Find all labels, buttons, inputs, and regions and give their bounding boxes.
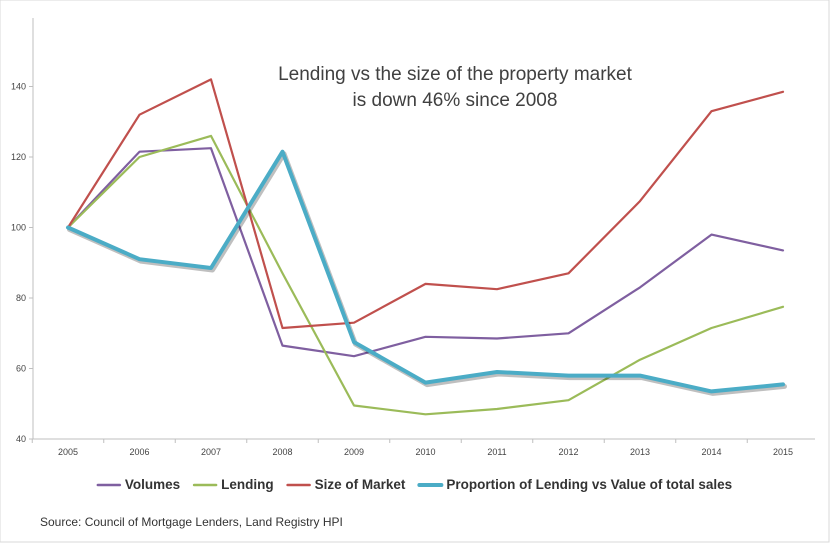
legend: Volumes Lending Size of Market Proportion o… <box>96 477 732 492</box>
legend-item: Lending <box>192 477 274 492</box>
y-tick-label: 60 <box>16 364 26 374</box>
y-tick-label: 80 <box>16 293 26 303</box>
y-tick-label: 40 <box>16 434 26 444</box>
legend-label: Lending <box>221 477 274 492</box>
series-line-volumes <box>66 147 785 358</box>
legend-label: Proportion of Lending vs Value of total … <box>446 477 732 492</box>
legend-label: Size of Market <box>315 477 406 492</box>
y-tick-label: 140 <box>11 82 26 92</box>
x-tick-label: 2011 <box>487 447 506 457</box>
x-tick-label: 2013 <box>630 447 650 457</box>
series-line-lending <box>66 134 785 416</box>
legend-item: Volumes <box>96 477 180 492</box>
legend-label: Volumes <box>125 477 180 492</box>
y-tick-label: 120 <box>11 152 26 162</box>
legend-item: Size of Market <box>286 477 406 492</box>
axes: 40 60 80 100 120 140 2005 2006 2007 2008 2009 2010 2… <box>11 18 815 457</box>
x-tick-label: 2009 <box>344 447 364 457</box>
chart-subtitle: is down 46% since 2008 <box>353 90 558 111</box>
x-tick-label: 2010 <box>415 447 435 457</box>
x-tick-label: 2005 <box>58 447 78 457</box>
legend-item: Proportion of Lending vs Value of total … <box>417 477 732 492</box>
x-tick-label: 2014 <box>701 447 721 457</box>
series-lines <box>66 78 787 416</box>
x-tick-label: 2008 <box>272 447 292 457</box>
x-tick-label: 2015 <box>773 447 793 457</box>
x-tick-label: 2012 <box>558 447 578 457</box>
x-tick-label: 2007 <box>201 447 221 457</box>
x-tick-label: 2006 <box>129 447 149 457</box>
y-tick-label: 100 <box>11 223 26 233</box>
chart-title: Lending vs the size of the property mark… <box>278 64 633 85</box>
series-line-size-of-market <box>66 78 785 330</box>
source-note: Source: Council of Mortgage Lenders, Lan… <box>40 515 343 529</box>
series-line-proportion-of-lending-vs-value-of-total-sales <box>66 149 785 394</box>
